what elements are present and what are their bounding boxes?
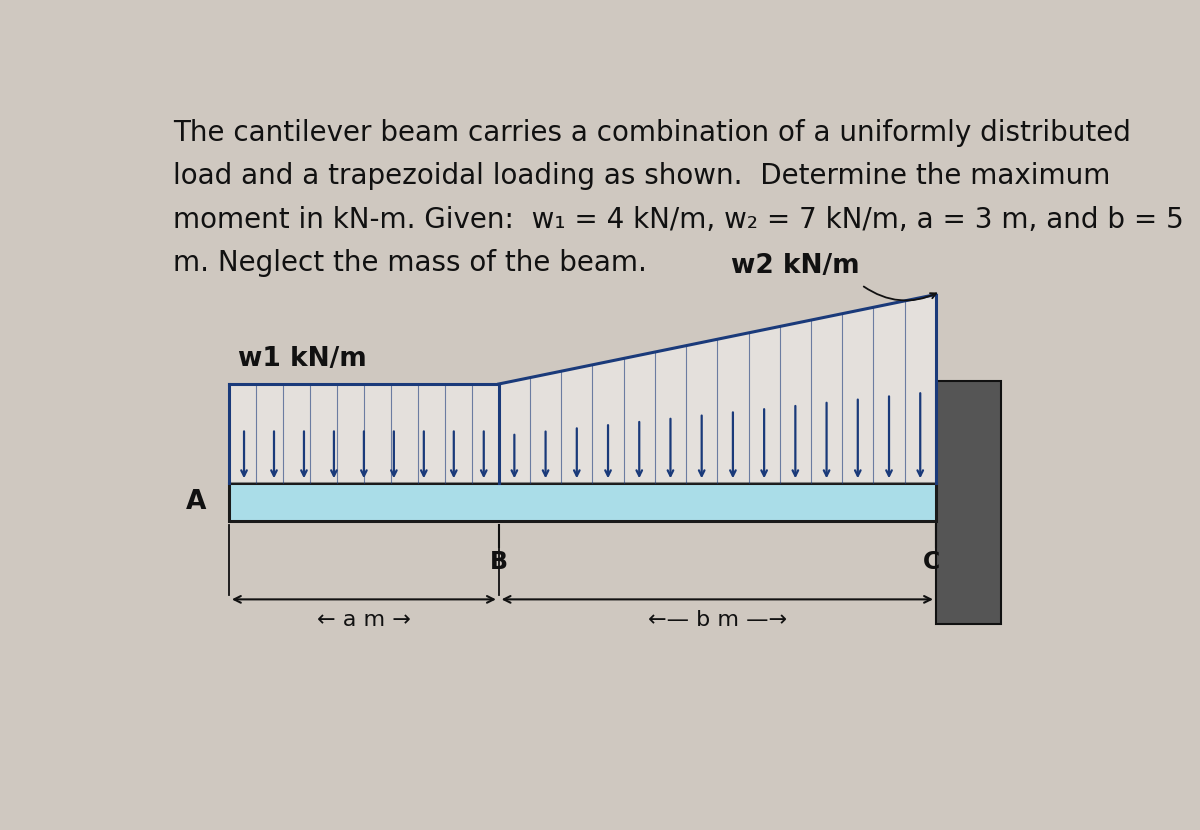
Text: C: C: [923, 550, 940, 574]
Text: B: B: [490, 550, 508, 574]
Bar: [229, 483, 936, 521]
Text: The cantilever beam carries a combination of a uniformly distributed: The cantilever beam carries a combinatio…: [173, 119, 1132, 147]
Text: w2 kN/m: w2 kN/m: [731, 252, 860, 279]
Text: load and a trapezoidal loading as shown.  Determine the maximum: load and a trapezoidal loading as shown.…: [173, 162, 1111, 190]
Text: w1 kN/m: w1 kN/m: [239, 346, 367, 373]
Text: ← a m →: ← a m →: [317, 609, 410, 630]
Polygon shape: [499, 295, 936, 483]
Text: ←— b m —→: ←— b m —→: [648, 609, 787, 630]
Text: m. Neglect the mass of the beam.: m. Neglect the mass of the beam.: [173, 249, 647, 277]
Text: A: A: [186, 489, 206, 515]
Text: moment in kN-m. Given:  w₁ = 4 kN/m, w₂ = 7 kN/m, a = 3 m, and b = 5: moment in kN-m. Given: w₁ = 4 kN/m, w₂ =…: [173, 206, 1184, 234]
Bar: [936, 381, 1001, 623]
Polygon shape: [229, 384, 499, 483]
